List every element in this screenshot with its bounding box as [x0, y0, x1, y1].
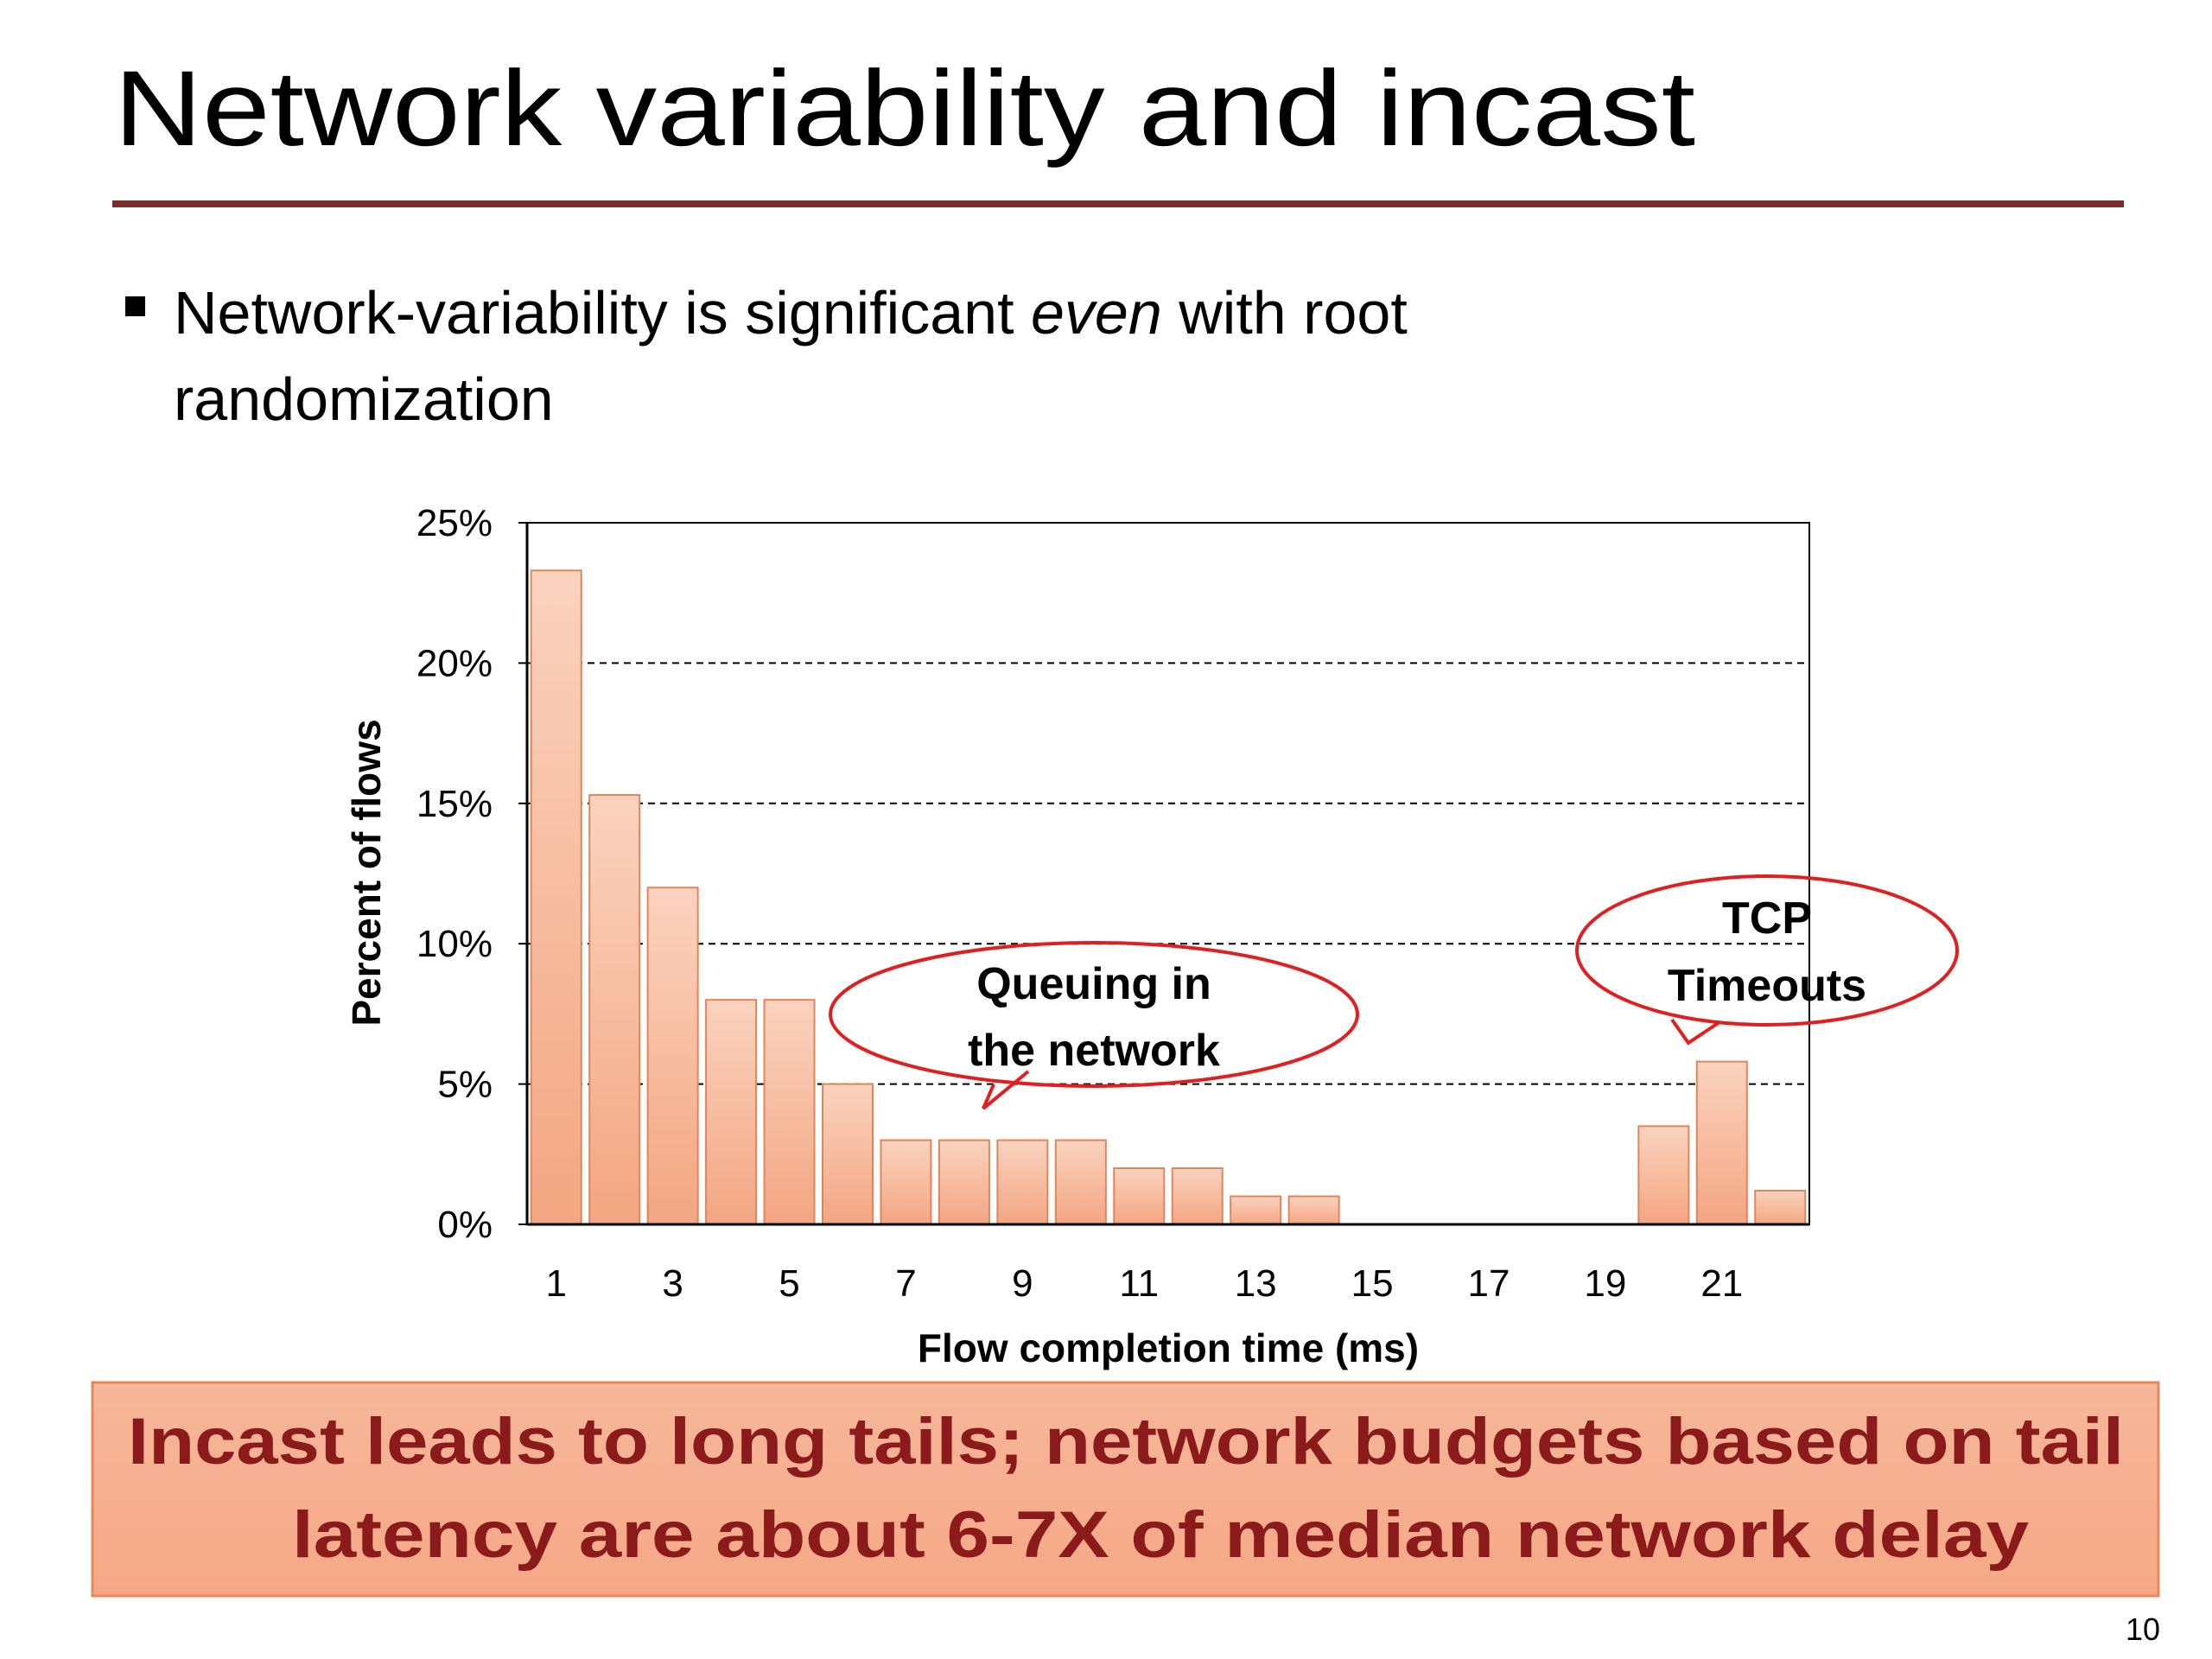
- x-tick-label: 9: [1012, 1262, 1033, 1305]
- y-tick-label: 25%: [416, 502, 493, 544]
- bar: [588, 794, 641, 1226]
- bar: [880, 1139, 932, 1226]
- x-tick-label: 19: [1584, 1262, 1626, 1305]
- bar: [1113, 1167, 1166, 1226]
- callout-ellipse: [1575, 874, 1959, 1027]
- y-tick-label: 0%: [437, 1204, 493, 1246]
- bar: [1171, 1167, 1224, 1226]
- bar: [705, 999, 758, 1226]
- y-axis-label: Percent of flows: [344, 719, 389, 1026]
- bar: [1637, 1125, 1690, 1225]
- callout-tail: [1670, 1018, 1721, 1046]
- x-tick-label: 17: [1468, 1262, 1510, 1305]
- x-tick-label: 21: [1700, 1262, 1743, 1305]
- bar: [996, 1139, 1049, 1226]
- conclusion-text: Incast leads to long tails; network budg…: [128, 1405, 2124, 1478]
- page-number: 10: [2126, 1611, 2160, 1647]
- x-axis-label: Flow completion time (ms): [918, 1325, 1419, 1370]
- bar: [938, 1139, 990, 1226]
- conclusion-box: [91, 1381, 2160, 1598]
- bullet-text: randomization: [174, 365, 554, 433]
- x-tick-label: 13: [1235, 1262, 1277, 1305]
- bar: [821, 1083, 874, 1225]
- x-tick-label: 15: [1351, 1262, 1394, 1305]
- callout-text: the network: [968, 1026, 1220, 1076]
- callout-tcp: TCP Timeouts: [1575, 874, 1959, 1046]
- callout-text: TCP: [1722, 893, 1812, 944]
- callout-queuing: Queuing in the network: [829, 941, 1359, 1110]
- x-tick-label: 11: [1119, 1262, 1159, 1305]
- callout-text: Timeouts: [1668, 961, 1866, 1011]
- bullet-text: with root: [1162, 279, 1408, 346]
- x-tick-label: 7: [895, 1262, 916, 1305]
- bar: [763, 999, 816, 1226]
- callout-text: Queuing in: [976, 959, 1211, 1009]
- bullet-text: Network-variability is significant: [174, 279, 1031, 346]
- x-tick-label: 5: [779, 1262, 799, 1305]
- title-rule: [112, 200, 2124, 207]
- bullet-line: Network-variability is significant even …: [174, 279, 1408, 346]
- bar: [1754, 1190, 1807, 1226]
- bar: [530, 569, 582, 1225]
- y-tick-label: 5%: [437, 1064, 493, 1106]
- bar: [646, 887, 699, 1225]
- bullet-emphasis: even: [1031, 279, 1162, 346]
- y-tick-label: 10%: [416, 923, 493, 965]
- x-tick-label: 1: [545, 1262, 566, 1305]
- x-tick-label: 3: [662, 1262, 683, 1305]
- slide-title: Network variability and incast: [114, 49, 1695, 168]
- bar: [1230, 1195, 1282, 1226]
- bullet-marker: [125, 296, 145, 316]
- bar: [1695, 1060, 1748, 1225]
- bar: [1287, 1195, 1340, 1226]
- callout-ellipse: [829, 941, 1359, 1088]
- bar: [1054, 1139, 1107, 1226]
- y-tick-label: 15%: [416, 783, 493, 825]
- conclusion-text: latency are about 6-7X of median network…: [292, 1498, 2029, 1572]
- y-tick-label: 20%: [416, 642, 493, 684]
